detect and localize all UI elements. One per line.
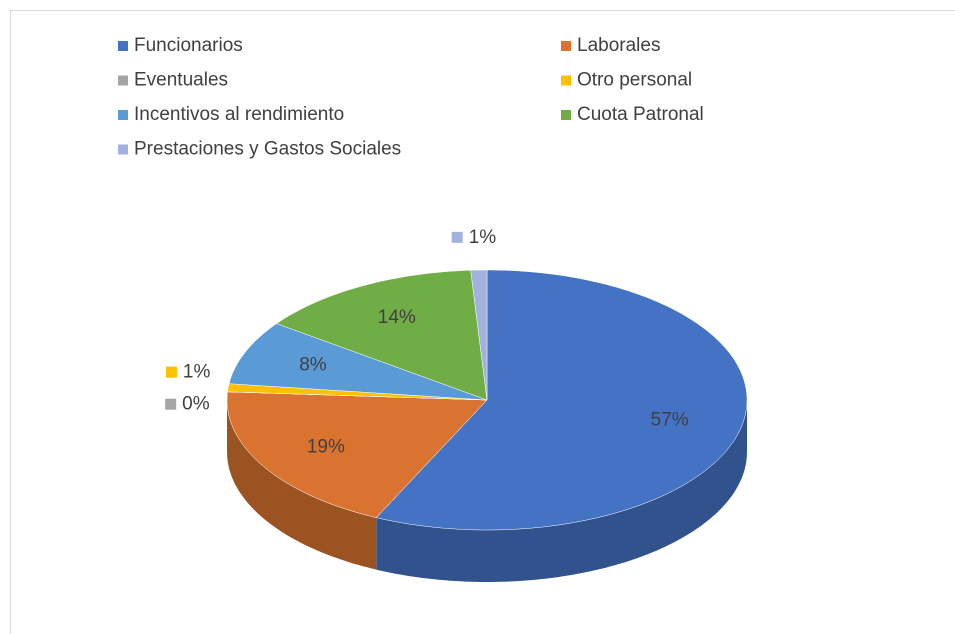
legend-label: Incentivos al rendimiento <box>134 104 344 125</box>
legend-marker <box>118 75 128 86</box>
legend-label: Cuota Patronal <box>577 104 704 125</box>
data-label-marker <box>451 231 463 243</box>
data-label: 0% <box>182 394 210 415</box>
data-label-marker <box>165 398 177 410</box>
data-label: 14% <box>378 307 416 328</box>
slice-side <box>227 400 377 570</box>
legend-marker <box>118 144 128 155</box>
legend-label: Eventuales <box>134 70 228 91</box>
legend-marker <box>118 110 128 120</box>
legend-marker <box>118 41 128 51</box>
slice <box>228 323 488 401</box>
legend-marker <box>561 75 571 86</box>
legend-label: Laborales <box>577 35 660 56</box>
slice <box>470 269 488 401</box>
data-label-marker <box>165 366 177 378</box>
slice <box>276 270 488 401</box>
data-label: 57% <box>651 409 689 430</box>
legend-label: Otro personal <box>577 70 692 91</box>
slice-side <box>376 400 747 582</box>
slice <box>375 269 748 531</box>
slice <box>226 391 488 518</box>
legend-marker <box>561 41 571 51</box>
legend-marker <box>561 110 571 120</box>
legend-label: Funcionarios <box>134 35 243 56</box>
data-label: 1% <box>469 227 497 248</box>
data-label: 1% <box>183 362 211 383</box>
data-label: 8% <box>299 355 327 376</box>
legend-label: Prestaciones y Gastos Sociales <box>134 139 401 160</box>
data-label: 19% <box>307 437 345 458</box>
